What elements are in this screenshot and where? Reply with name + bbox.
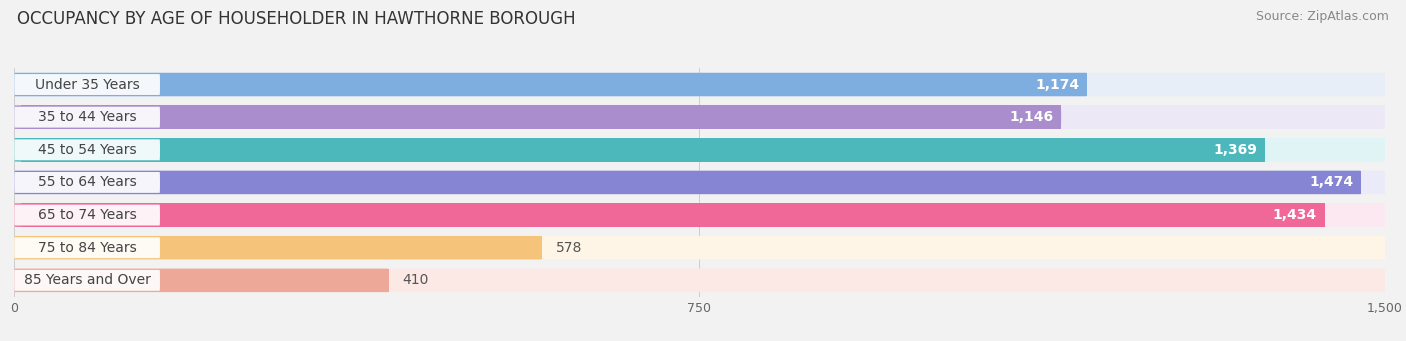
FancyBboxPatch shape	[14, 105, 1062, 129]
Text: 55 to 64 Years: 55 to 64 Years	[38, 175, 136, 190]
Text: 35 to 44 Years: 35 to 44 Years	[38, 110, 136, 124]
FancyBboxPatch shape	[14, 269, 1385, 292]
FancyBboxPatch shape	[14, 203, 1324, 227]
Text: Under 35 Years: Under 35 Years	[35, 77, 139, 91]
Text: 1,474: 1,474	[1309, 175, 1354, 190]
FancyBboxPatch shape	[14, 74, 160, 95]
FancyBboxPatch shape	[14, 73, 1385, 96]
Text: 1,174: 1,174	[1035, 77, 1080, 91]
Text: 1,146: 1,146	[1010, 110, 1053, 124]
FancyBboxPatch shape	[1206, 140, 1265, 160]
FancyBboxPatch shape	[14, 138, 1385, 162]
FancyBboxPatch shape	[14, 172, 160, 193]
Bar	[21, 138, 1265, 162]
Bar	[21, 203, 1324, 227]
FancyBboxPatch shape	[1002, 107, 1062, 127]
FancyBboxPatch shape	[1265, 205, 1324, 225]
Bar	[21, 203, 1385, 227]
Bar	[21, 73, 1087, 96]
Text: 1,434: 1,434	[1272, 208, 1317, 222]
Bar	[21, 105, 1062, 129]
FancyBboxPatch shape	[14, 105, 1385, 129]
Text: 410: 410	[402, 273, 429, 287]
FancyBboxPatch shape	[14, 236, 541, 260]
Bar	[21, 105, 1385, 129]
Text: 65 to 74 Years: 65 to 74 Years	[38, 208, 136, 222]
FancyBboxPatch shape	[14, 270, 160, 291]
FancyBboxPatch shape	[14, 237, 160, 258]
FancyBboxPatch shape	[1302, 173, 1361, 192]
Text: Source: ZipAtlas.com: Source: ZipAtlas.com	[1256, 10, 1389, 23]
FancyBboxPatch shape	[14, 139, 160, 160]
Text: 1,369: 1,369	[1213, 143, 1257, 157]
Bar	[21, 269, 1385, 292]
Bar	[21, 138, 1385, 162]
FancyBboxPatch shape	[14, 73, 1087, 96]
Text: 578: 578	[555, 241, 582, 255]
FancyBboxPatch shape	[1028, 75, 1087, 94]
Bar	[21, 171, 1361, 194]
FancyBboxPatch shape	[14, 107, 160, 128]
FancyBboxPatch shape	[14, 138, 1265, 162]
FancyBboxPatch shape	[14, 171, 1361, 194]
Bar	[21, 269, 388, 292]
Bar	[21, 171, 1385, 194]
FancyBboxPatch shape	[14, 203, 1385, 227]
Text: 75 to 84 Years: 75 to 84 Years	[38, 241, 136, 255]
Bar	[21, 73, 1385, 96]
Text: OCCUPANCY BY AGE OF HOUSEHOLDER IN HAWTHORNE BOROUGH: OCCUPANCY BY AGE OF HOUSEHOLDER IN HAWTH…	[17, 10, 575, 28]
FancyBboxPatch shape	[14, 236, 1385, 260]
FancyBboxPatch shape	[14, 171, 1385, 194]
FancyBboxPatch shape	[14, 269, 388, 292]
Text: 45 to 54 Years: 45 to 54 Years	[38, 143, 136, 157]
Text: 85 Years and Over: 85 Years and Over	[24, 273, 150, 287]
Bar	[21, 236, 1385, 260]
Bar	[21, 236, 543, 260]
FancyBboxPatch shape	[14, 205, 160, 225]
